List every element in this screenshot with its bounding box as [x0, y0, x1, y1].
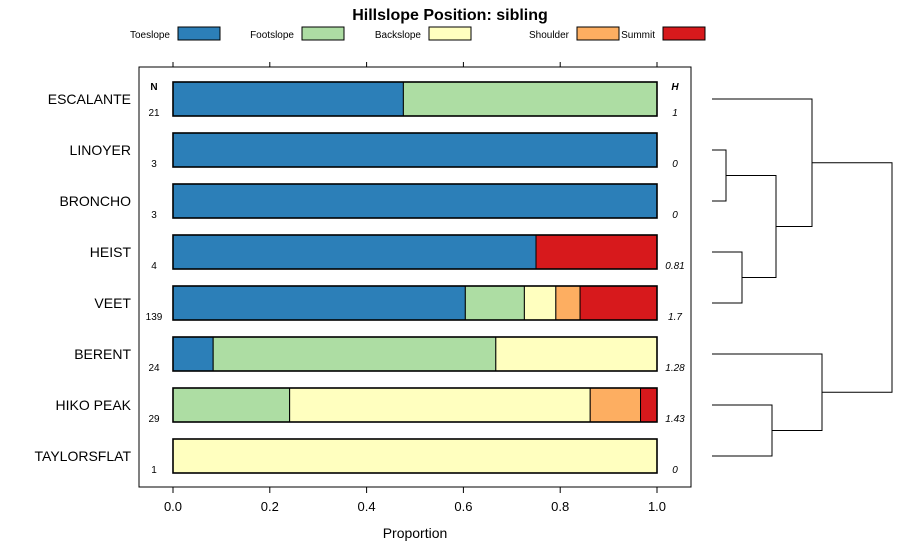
- row-label-veet: VEET: [94, 295, 131, 311]
- bar-segment-veet-toeslope: [172, 285, 466, 321]
- top-axis-ticks: [172, 62, 658, 67]
- n-value-linoyer: 3: [151, 159, 157, 170]
- h-value-broncho: 0: [672, 210, 678, 221]
- n-value-taylorsflat: 1: [151, 465, 157, 476]
- legend-swatch-backslope: [428, 26, 472, 41]
- bar-outline-heist: [172, 234, 658, 270]
- legend-swatch-summit: [662, 26, 706, 41]
- row-label-taylorsflat: TAYLORSFLAT: [35, 448, 132, 464]
- row-label-linoyer: LINOYER: [70, 142, 131, 158]
- legend-label-summit: Summit: [621, 30, 655, 41]
- bar-segment-veet-backslope: [523, 285, 557, 321]
- bar-segment-heist-summit: [535, 234, 658, 270]
- bar-segment-berent-toeslope: [172, 336, 214, 372]
- bar-segment-veet-footslope: [464, 285, 525, 321]
- x-tick-label-2: 0.4: [358, 499, 376, 514]
- legend-swatch-shoulder: [576, 26, 620, 41]
- bar-segment-linoyer-toeslope: [172, 132, 658, 168]
- h-value-escalante: 1: [672, 108, 678, 119]
- x-tick-label-1: 0.2: [261, 499, 279, 514]
- n-value-heist: 4: [151, 261, 157, 272]
- x-tick-label-0: 0.0: [164, 499, 182, 514]
- bar-outline-escalante: [172, 81, 658, 117]
- bar-rows: ESCALANTE 21 1 LINOYER 3 0 BRONCHO 3 0 HEIST 4 0.81…: [35, 81, 685, 476]
- n-value-berent: 24: [148, 363, 160, 374]
- legend-label-backslope: Backslope: [375, 30, 422, 41]
- row-label-hiko-peak: HIKO PEAK: [56, 397, 132, 413]
- dendrogram-link-2: [712, 404, 773, 457]
- row-label-broncho: BRONCHO: [59, 193, 131, 209]
- h-column-header: H: [671, 82, 679, 93]
- bar-segment-escalante-toeslope: [172, 81, 404, 117]
- n-value-escalante: 21: [148, 108, 160, 119]
- legend-label-toeslope: Toeslope: [130, 30, 170, 41]
- n-column-header: N: [150, 82, 157, 93]
- bar-outline-linoyer: [172, 132, 658, 168]
- dendrogram-link-0: [712, 149, 727, 202]
- n-value-hiko-peak: 29: [148, 414, 160, 425]
- dendrogram-link-3: [726, 175, 777, 278]
- plot-frame: [138, 66, 692, 488]
- bottom-axis: 0.0 0.2 0.4 0.6 0.8 1.0: [164, 487, 666, 514]
- bar-outline-hiko-peak: [172, 387, 658, 423]
- h-value-heist: 0.81: [665, 261, 684, 272]
- row-label-heist: HEIST: [90, 244, 132, 260]
- bar-segment-veet-summit: [579, 285, 658, 321]
- chart-title: Hillslope Position: sibling: [352, 7, 548, 24]
- bar-outline-broncho: [172, 183, 658, 219]
- bar-segment-taylorsflat-backslope: [172, 438, 658, 474]
- row-label-escalante: ESCALANTE: [48, 91, 131, 107]
- bar-outline-berent: [172, 336, 658, 372]
- bar-segment-escalante-footslope: [402, 81, 658, 117]
- legend-swatch-toeslope: [177, 26, 221, 41]
- legend-label-shoulder: Shoulder: [529, 30, 570, 41]
- h-value-berent: 1.28: [665, 363, 685, 374]
- bar-segment-hiko-peak-backslope: [289, 387, 591, 423]
- bar-segment-heist-toeslope: [172, 234, 537, 270]
- dendrogram-link-1: [712, 251, 743, 304]
- bar-outline-veet: [172, 285, 658, 321]
- dendrogram-link-5: [712, 353, 823, 431]
- dendrogram-link-6: [812, 162, 893, 393]
- n-value-broncho: 3: [151, 210, 157, 221]
- dendrogram: [712, 98, 893, 457]
- bar-segment-veet-shoulder: [555, 285, 581, 321]
- legend: Toeslope Footslope Backslope Shoulder Summit: [130, 26, 706, 41]
- bar-segment-hiko-peak-footslope: [172, 387, 291, 423]
- h-value-hiko-peak: 1.43: [665, 414, 685, 425]
- h-value-taylorsflat: 0: [672, 465, 678, 476]
- bar-segment-berent-backslope: [495, 336, 658, 372]
- h-value-veet: 1.7: [668, 312, 682, 323]
- bar-segment-hiko-peak-summit: [640, 387, 658, 423]
- n-value-veet: 139: [146, 312, 163, 323]
- x-tick-label-3: 0.6: [454, 499, 472, 514]
- h-value-linoyer: 0: [672, 159, 678, 170]
- bar-segment-berent-footslope: [212, 336, 497, 372]
- x-tick-label-4: 0.8: [551, 499, 569, 514]
- dendrogram-link-4: [712, 98, 813, 227]
- bar-segment-hiko-peak-shoulder: [589, 387, 642, 423]
- legend-label-footslope: Footslope: [250, 30, 294, 41]
- x-tick-label-5: 1.0: [648, 499, 666, 514]
- legend-swatch-footslope: [301, 26, 345, 41]
- x-axis-label: Proportion: [383, 525, 448, 541]
- row-label-berent: BERENT: [74, 346, 131, 362]
- bar-outline-taylorsflat: [172, 438, 658, 474]
- bar-segment-broncho-toeslope: [172, 183, 658, 219]
